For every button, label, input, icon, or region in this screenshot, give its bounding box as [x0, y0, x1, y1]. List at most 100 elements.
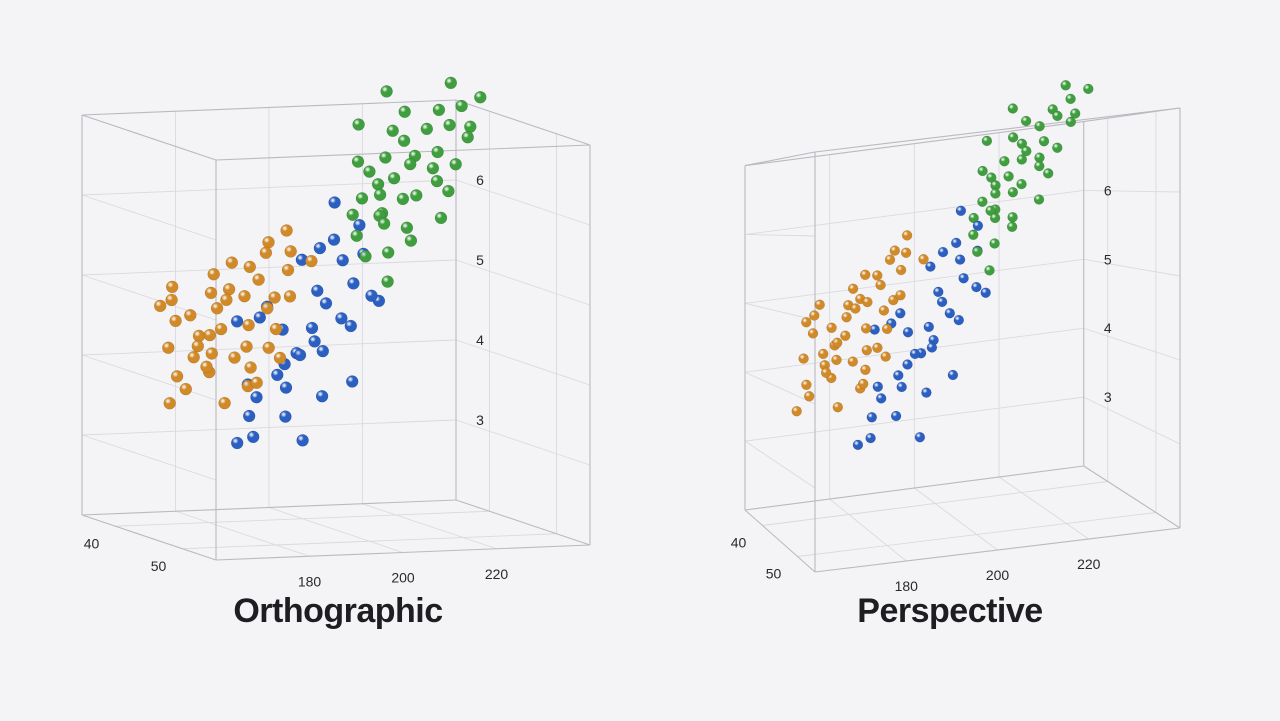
scatter-point-series-2: [990, 188, 1001, 199]
y-tick-label: 40: [84, 535, 100, 551]
scatter-point-series-0: [269, 322, 283, 336]
tick-labels: 180 200 220 40 50 3 4 5 6: [84, 172, 509, 589]
scatter-point-series-2: [443, 118, 456, 132]
scatter-point-series-0: [240, 340, 253, 353]
floor-grid-line: [268, 507, 404, 553]
scatter-point-series-1: [305, 321, 319, 335]
scatter-point-series-2: [381, 275, 394, 288]
scatter-point-series-2: [426, 161, 440, 175]
scatter-point-series-2: [1007, 186, 1019, 198]
scatter-point-series-0: [242, 318, 255, 332]
scatter-point-series-0: [862, 296, 873, 308]
scatter-point-series-0: [214, 322, 228, 336]
scatter-point-series-2: [968, 212, 979, 224]
scatter-point-series-2: [1006, 221, 1018, 233]
scatter-point-series-1: [271, 368, 284, 382]
grid-lines: [744, 111, 1181, 562]
scatter-point-series-0: [820, 367, 832, 378]
scatter-point-series-1: [335, 312, 348, 325]
scatter-point-series-1: [327, 233, 341, 246]
scatter-point-series-0: [801, 379, 812, 391]
scatter-point-series-1: [230, 436, 244, 450]
scatter-point-series-0: [847, 283, 859, 294]
x-tick-label: 220: [1077, 556, 1101, 572]
scatter-point-series-2: [371, 178, 385, 191]
z-tick-label: 3: [476, 412, 484, 428]
perspective-title: Perspective: [857, 592, 1043, 630]
scatter-point-series-1: [955, 205, 967, 217]
scatter-point-series-0: [259, 246, 273, 260]
back-wall-grid-line: [744, 258, 1084, 304]
scatter-point-series-0: [831, 354, 842, 366]
scatter-point-series-2: [1007, 211, 1018, 223]
frame-edge: [814, 107, 1181, 153]
y-tick-label: 50: [766, 566, 782, 582]
z-tick-label: 5: [1104, 251, 1112, 267]
frame-edge: [1083, 465, 1181, 529]
scatter-point-series-1: [865, 432, 876, 444]
scatter-point-series-1: [980, 287, 991, 298]
frame-edge: [215, 544, 591, 561]
scatter-point-series-0: [872, 342, 883, 354]
scatter-point-series-2: [350, 229, 363, 242]
left-wall-grid-line: [744, 440, 816, 489]
scatter-point-series-0: [153, 299, 167, 313]
scatter-point-series-0: [207, 268, 220, 281]
scatter-point-series-2: [1060, 80, 1071, 91]
scatter-point-series-2: [989, 212, 1001, 224]
frame-edge: [81, 514, 217, 561]
scatter-point-series-1: [937, 246, 949, 258]
scatter-point-series-1: [315, 389, 329, 403]
scatter-point-series-1: [328, 196, 341, 209]
scatter-point-series-2: [363, 165, 376, 178]
scatter-point-series-1: [253, 311, 267, 324]
side-wall-grid-line: [455, 339, 591, 386]
scatter-point-series-0: [860, 364, 871, 376]
scatter-point-series-0: [889, 245, 901, 256]
scatter-point-series-0: [244, 361, 257, 374]
scatter-point-series-2: [1069, 108, 1081, 119]
scatter-point-series-0: [847, 356, 859, 367]
back-wall-grid-line: [744, 396, 1084, 442]
scatter-point-series-0: [884, 254, 896, 265]
scatter-point-series-2: [355, 192, 369, 205]
scatter-point-series-0: [261, 302, 274, 315]
scatter-point-series-2: [1034, 120, 1045, 132]
scatter-point-series-1: [230, 315, 244, 328]
scatter-point-series-1: [347, 277, 360, 290]
scatter-point-series-0: [268, 291, 281, 304]
scatter-point-series-2: [1007, 132, 1019, 143]
scatter-point-series-0: [165, 293, 178, 307]
scatter-point-series-2: [432, 103, 446, 117]
left-wall-grid-line: [81, 194, 217, 241]
scatter-point-series-0: [262, 235, 275, 249]
orthographic-panel: 180 200 220 40 50 3 4 5 6 Orthographic: [81, 76, 591, 630]
scatter-point-series-0: [801, 316, 812, 328]
floor-grid-line: [762, 481, 1108, 526]
frame-edge: [215, 144, 591, 161]
scatter-point-series-1: [896, 381, 907, 393]
scatter-point-series-0: [250, 376, 263, 390]
scatter-point-series-1: [279, 381, 293, 394]
floor-grid-line: [914, 487, 998, 551]
scatter-point-series-1: [895, 308, 906, 319]
scatter-point-series-1: [914, 431, 926, 443]
frame-edge: [81, 114, 217, 161]
scatter-point-series-2: [373, 188, 387, 201]
scatter-point-series-0: [170, 370, 184, 383]
scatter-point-series-0: [875, 279, 886, 291]
data-points: [791, 80, 1094, 451]
scatter-point-series-0: [798, 353, 809, 364]
scatter-point-series-1: [953, 314, 965, 326]
z-tick-label: 6: [476, 172, 484, 188]
scatter-point-series-0: [807, 328, 819, 339]
scatter-point-series-0: [273, 351, 287, 365]
scatter-point-series-1: [890, 410, 902, 422]
scatter-point-series-0: [878, 305, 890, 316]
scatter-point-series-2: [442, 184, 455, 198]
scatter-point-series-2: [968, 229, 979, 241]
scatter-point-series-2: [434, 211, 448, 225]
scatter-point-series-2: [977, 165, 988, 177]
scatter-point-series-2: [1016, 154, 1028, 165]
scatter-point-series-0: [841, 311, 852, 323]
